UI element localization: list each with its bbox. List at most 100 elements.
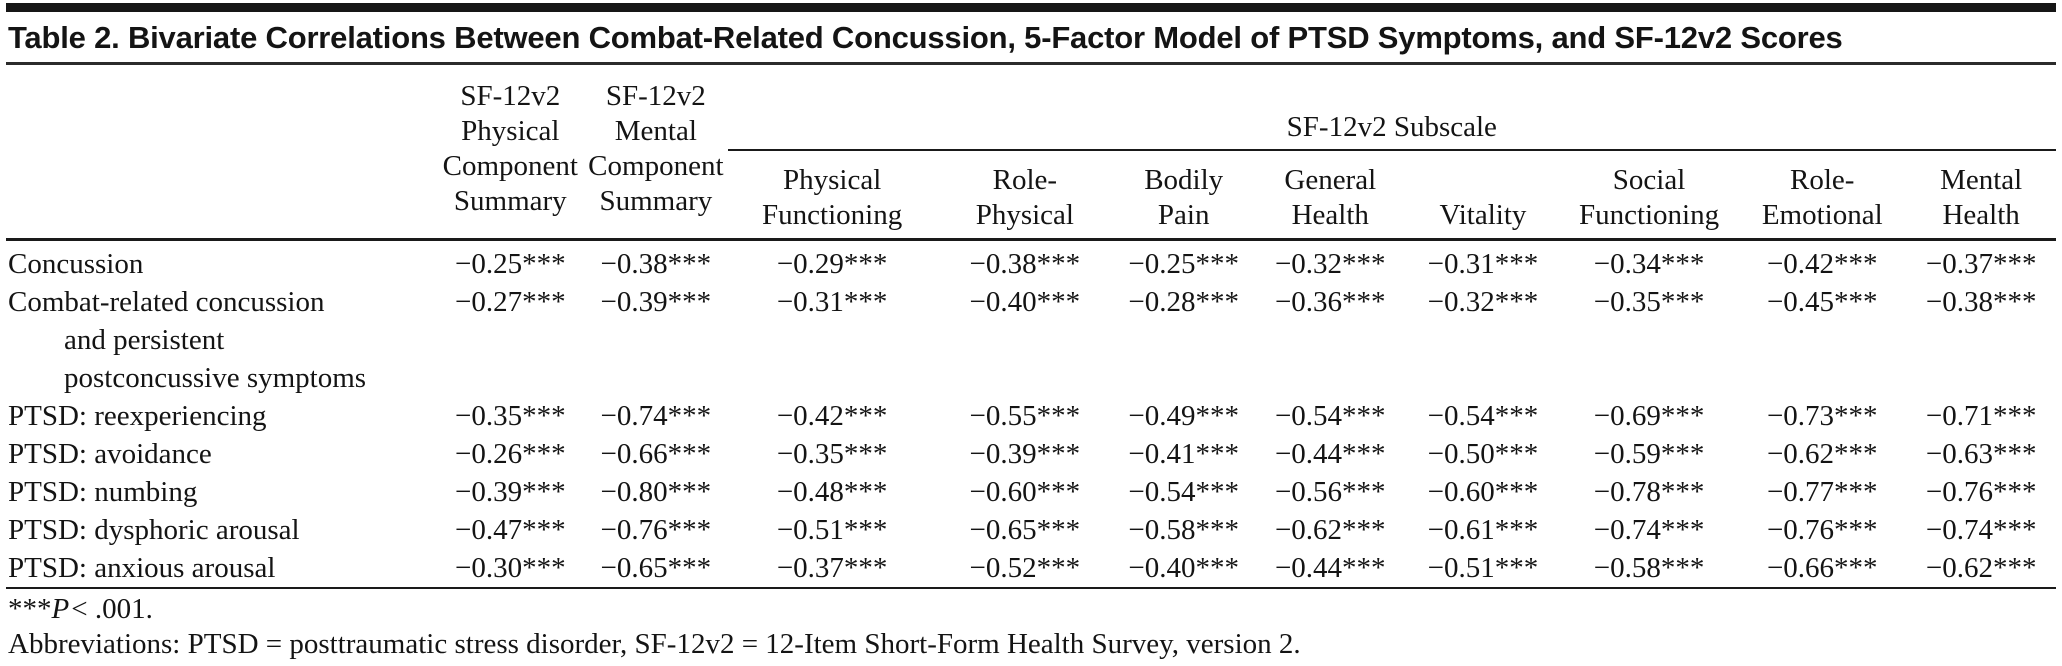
correlation-value: −0.38*** [1925, 286, 2037, 318]
correlation-value: −0.44*** [1274, 438, 1386, 470]
correlation-value: −0.54*** [1274, 400, 1386, 432]
correlation-value: −0.31*** [1427, 248, 1539, 280]
correlation-table: SF-12v2 Physical Component Summary SF-12… [6, 65, 2056, 587]
correlation-value: −0.31*** [776, 286, 888, 318]
table-row-concussion: Concussion −0.25*** −0.38*** −0.29*** −0… [6, 240, 2056, 284]
table-row-ptsd-reexperiencing: PTSD: reexperiencing −0.35*** −0.74*** −… [6, 397, 2056, 435]
table-footnotes: ***P< .001. Abbreviations: PTSD = posttr… [6, 587, 2056, 666]
correlation-value: −0.74*** [1925, 514, 2037, 546]
correlation-value: −0.80*** [600, 476, 712, 508]
correlation-value: −0.76*** [1766, 514, 1878, 546]
correlation-value: −0.28*** [1128, 286, 1239, 318]
correlation-value: −0.41*** [1128, 438, 1239, 470]
correlation-value: −0.58*** [1128, 514, 1239, 546]
correlation-value: −0.65*** [600, 552, 712, 584]
correlation-value: −0.66*** [1766, 552, 1878, 584]
correlation-value: −0.36*** [1274, 286, 1386, 318]
row-label: Concussion [8, 248, 144, 280]
correlation-value: −0.35*** [1593, 286, 1705, 318]
row-label: PTSD: avoidance [8, 438, 212, 470]
correlation-value: −0.74*** [1593, 514, 1705, 546]
column-header-role-physical: Role- Physical [975, 164, 1074, 231]
significance-threshold: < .001. [71, 593, 153, 625]
correlation-value: −0.62*** [1766, 438, 1878, 470]
correlation-value: −0.62*** [1274, 514, 1386, 546]
correlation-value: −0.48*** [776, 476, 888, 508]
correlation-value: −0.78*** [1593, 476, 1705, 508]
correlation-value: −0.63*** [1925, 438, 2037, 470]
correlation-value: −0.74*** [600, 400, 712, 432]
correlation-value: −0.30*** [454, 552, 566, 584]
column-header-mental-health: Mental Health [1940, 164, 2023, 231]
correlation-value: −0.37*** [1925, 248, 2037, 280]
column-header-role-emotional: Role- Emotional [1761, 164, 1883, 231]
table-row-ptsd-avoidance: PTSD: avoidance −0.26*** −0.66*** −0.35*… [6, 435, 2056, 473]
abbreviations-note: Abbreviations: PTSD = posttraumatic stre… [8, 628, 1301, 660]
correlation-value: −0.42*** [776, 400, 888, 432]
correlation-value: −0.69*** [1593, 400, 1705, 432]
row-label-header-blank [6, 65, 437, 240]
row-label: PTSD: dysphoric arousal [8, 514, 300, 546]
top-rule [6, 3, 2056, 12]
correlation-value: −0.40*** [1128, 552, 1239, 584]
correlation-value: −0.65*** [969, 514, 1081, 546]
correlation-value: −0.40*** [969, 286, 1081, 318]
correlation-value: −0.55*** [969, 400, 1081, 432]
correlation-value: −0.38*** [969, 248, 1081, 280]
correlation-value: −0.52*** [969, 552, 1081, 584]
correlation-value: −0.60*** [1427, 476, 1539, 508]
correlation-value: −0.54*** [1128, 476, 1239, 508]
correlation-value: −0.39*** [454, 476, 566, 508]
correlation-value: −0.32*** [1274, 248, 1386, 280]
row-label: PTSD: anxious arousal [8, 552, 276, 584]
correlation-value: −0.35*** [776, 438, 888, 470]
table-row-ptsd-anxious-arousal: PTSD: anxious arousal −0.30*** −0.65*** … [6, 549, 2056, 587]
column-header-bodily-pain: Bodily Pain [1144, 164, 1224, 231]
correlation-value: −0.39*** [600, 286, 712, 318]
correlation-value: −0.49*** [1128, 400, 1239, 432]
correlation-value: −0.44*** [1274, 552, 1386, 584]
significance-stars: *** [8, 593, 52, 625]
table-row-combat-related-concussion: Combat-related concussion and persistent… [6, 283, 2056, 397]
row-label: PTSD: reexperiencing [8, 400, 267, 432]
column-header-social-functioning: Social Functioning [1578, 164, 1720, 231]
correlation-value: −0.56*** [1274, 476, 1386, 508]
correlation-value: −0.51*** [776, 514, 888, 546]
correlation-value: −0.73*** [1766, 400, 1878, 432]
correlation-value: −0.76*** [600, 514, 712, 546]
correlation-value: −0.29*** [776, 248, 888, 280]
correlation-value: −0.25*** [454, 248, 566, 280]
row-label: Combat-related concussion and persistent… [8, 286, 367, 394]
correlation-value: −0.61*** [1427, 514, 1539, 546]
correlation-value: −0.35*** [454, 400, 566, 432]
correlation-value: −0.71*** [1925, 400, 2037, 432]
correlation-value: −0.62*** [1925, 552, 2037, 584]
row-label: PTSD: numbing [8, 476, 198, 508]
column-header-vitality: Vitality [1439, 199, 1527, 231]
correlation-value: −0.37*** [776, 552, 888, 584]
correlation-value: −0.54*** [1427, 400, 1539, 432]
correlation-value: −0.77*** [1766, 476, 1878, 508]
correlation-value: −0.42*** [1766, 248, 1878, 280]
column-header-mental-component-summary: SF-12v2 Mental Component Summary [588, 80, 724, 217]
correlation-value: −0.26*** [454, 438, 566, 470]
significance-note: ***P< .001. [8, 592, 2054, 627]
correlation-value: −0.66*** [600, 438, 712, 470]
table-header: SF-12v2 Physical Component Summary SF-12… [6, 65, 2056, 240]
correlation-value: −0.45*** [1766, 286, 1878, 318]
table-row-ptsd-numbing: PTSD: numbing −0.39*** −0.80*** −0.48***… [6, 473, 2056, 511]
column-header-physical-functioning: Physical Functioning [762, 164, 903, 231]
correlation-value: −0.76*** [1925, 476, 2037, 508]
correlation-value: −0.51*** [1427, 552, 1539, 584]
correlation-value: −0.25*** [1128, 248, 1239, 280]
column-header-physical-component-summary: SF-12v2 Physical Component Summary [442, 80, 578, 217]
table-title: Table 2. Bivariate Correlations Between … [6, 12, 2056, 65]
column-group-header-subscale: SF-12v2 Subscale [727, 65, 2056, 151]
table-row-ptsd-dysphoric-arousal: PTSD: dysphoric arousal −0.47*** −0.76**… [6, 511, 2056, 549]
correlation-value: −0.59*** [1593, 438, 1705, 470]
correlation-value: −0.60*** [969, 476, 1081, 508]
correlation-value: −0.50*** [1427, 438, 1539, 470]
correlation-value: −0.27*** [454, 286, 566, 318]
correlation-value: −0.47*** [454, 514, 566, 546]
